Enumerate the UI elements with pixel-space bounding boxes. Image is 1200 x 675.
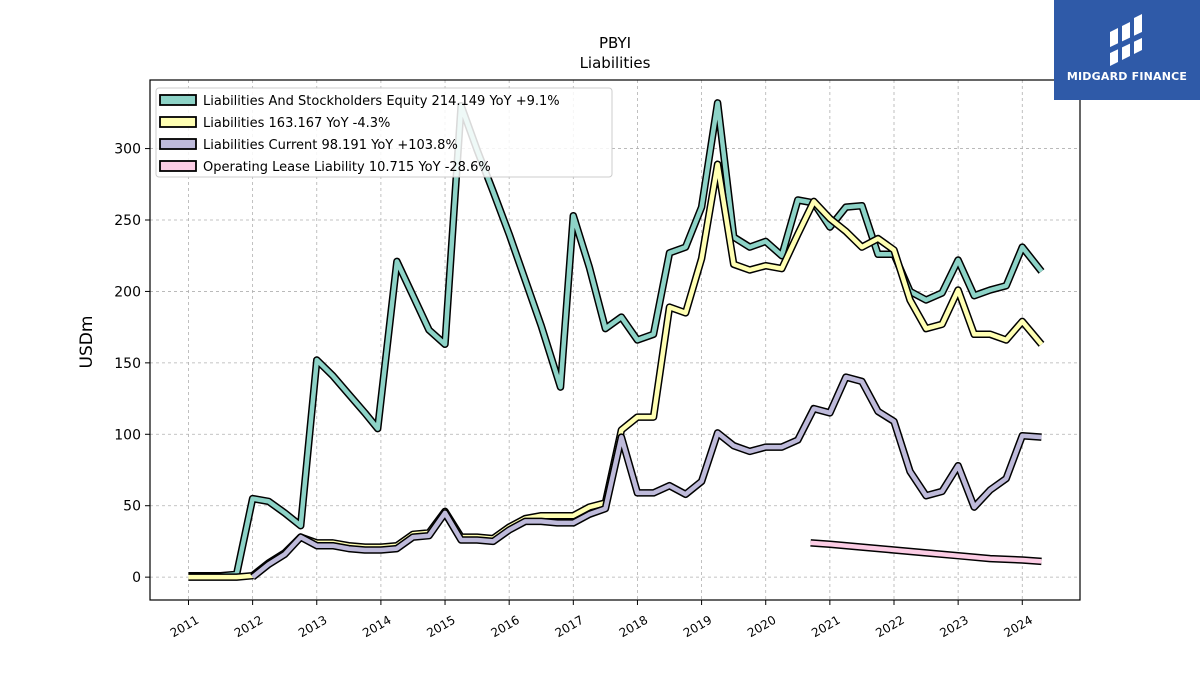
x-tick-label: 2014 xyxy=(360,613,393,640)
midgard-logo-icon xyxy=(1108,14,1146,66)
series-layer xyxy=(188,99,1045,581)
legend-label-0: Liabilities And Stockholders Equity 214.… xyxy=(203,94,560,109)
series-outline-2 xyxy=(250,373,1042,581)
x-tick-label: 2024 xyxy=(1002,613,1035,640)
y-axis-label: USDm xyxy=(77,316,97,369)
series-line-2 xyxy=(251,374,1042,579)
x-tick-label: 2022 xyxy=(873,613,906,640)
series-line-3 xyxy=(810,540,1042,564)
legend-box xyxy=(155,87,613,178)
y-tick-label: 150 xyxy=(114,356,141,372)
x-tick-label: 2017 xyxy=(553,613,586,640)
logo-text: MIDGARD FINANCE xyxy=(1066,70,1188,83)
y-tick-label: 200 xyxy=(114,284,141,300)
legend-label-2: Liabilities Current 98.191 YoY +103.8% xyxy=(203,138,458,153)
legend-label-1: Liabilities 163.167 YoY -4.3% xyxy=(203,116,390,131)
legend-swatch-3 xyxy=(159,160,197,172)
x-tick-label: 2012 xyxy=(232,613,265,640)
x-tick-label: 2023 xyxy=(937,613,970,640)
x-tick-label: 2019 xyxy=(681,613,714,640)
legend-swatch-1 xyxy=(159,116,197,128)
y-tick-label: 250 xyxy=(114,213,141,229)
brand-logo: MIDGARD FINANCE xyxy=(1054,0,1200,100)
x-tick-label: 2021 xyxy=(809,613,842,640)
x-tick-label: 2018 xyxy=(617,613,650,640)
plot-frame xyxy=(149,79,1081,601)
legend: Liabilities And Stockholders Equity 214.… xyxy=(155,87,613,178)
y-tick-label: 300 xyxy=(114,142,141,158)
legend-swatch-2 xyxy=(159,138,197,150)
legend-swatch-0 xyxy=(159,94,197,106)
x-tick-label: 2020 xyxy=(745,613,778,640)
x-tick-label: 2016 xyxy=(488,613,521,640)
y-tick-label: 50 xyxy=(123,499,141,515)
chart-subtitle: Liabilities xyxy=(580,54,651,72)
y-tick-label: 0 xyxy=(132,570,141,586)
chart-title: PBYI xyxy=(599,34,631,52)
legend-label-3: Operating Lease Liability 10.715 YoY -28… xyxy=(203,160,491,175)
x-tick-label: 2015 xyxy=(424,613,457,640)
x-tick-label: 2011 xyxy=(168,613,201,640)
x-tick-label: 2013 xyxy=(296,613,329,640)
y-tick-label: 100 xyxy=(114,427,141,443)
